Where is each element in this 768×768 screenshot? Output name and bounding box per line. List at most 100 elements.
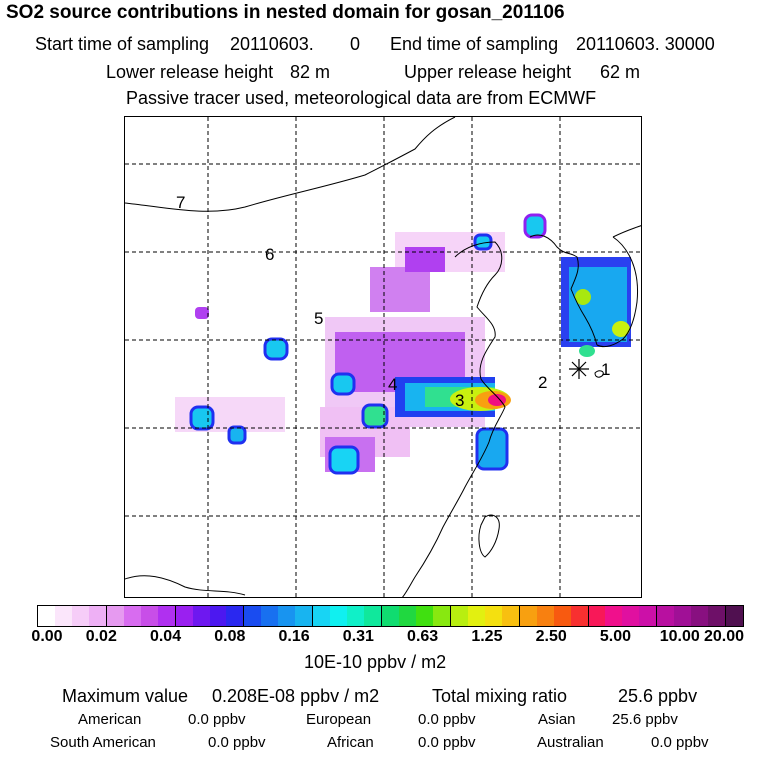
map-label-7: 7 bbox=[176, 193, 185, 212]
coast-china bbox=[402, 241, 506, 597]
colorbar-swatch bbox=[54, 606, 72, 626]
plume-peak bbox=[488, 394, 506, 406]
colorbar-swatch bbox=[519, 606, 537, 626]
colorbar-swatch bbox=[432, 606, 451, 626]
map-canvas: 1 2 3 4 5 6 7 bbox=[125, 117, 641, 597]
colorbar-tick-label: 0.04 bbox=[149, 628, 182, 645]
hotspot-west bbox=[263, 337, 289, 361]
colorbar-swatch bbox=[708, 606, 727, 626]
colorbar-swatch bbox=[364, 606, 383, 626]
colorbar-swatch bbox=[399, 606, 416, 626]
colorbar-tick-label: 0.16 bbox=[278, 628, 310, 645]
colorbar-swatch bbox=[553, 606, 571, 626]
hotspot-gosan-near bbox=[579, 345, 595, 357]
colorbar-swatch bbox=[657, 606, 675, 626]
colorbar-swatch bbox=[450, 606, 468, 626]
colorbar-swatch bbox=[244, 606, 262, 626]
colorbar-swatch bbox=[622, 606, 640, 626]
hotspot-northeast bbox=[523, 213, 547, 239]
colorbar-swatch bbox=[674, 606, 692, 626]
colorbar-swatch bbox=[691, 606, 709, 626]
lower-release-label: Lower release height bbox=[106, 62, 274, 82]
hotspot-busan bbox=[612, 321, 630, 337]
receptor-star-icon bbox=[569, 359, 589, 379]
colorbar-swatch bbox=[347, 606, 365, 626]
start-time-value: 20110603. bbox=[230, 34, 314, 54]
colorbar-swatch bbox=[209, 606, 227, 626]
map-label-2: 2 bbox=[538, 373, 547, 392]
map-label-6: 6 bbox=[265, 245, 274, 264]
south-american-value: 0.0 ppbv bbox=[208, 734, 266, 751]
colorbar-swatch bbox=[123, 606, 141, 626]
colorbar-swatch bbox=[38, 606, 55, 626]
colorbar-swatch bbox=[570, 606, 589, 626]
colorbar-tick-label: 0.63 bbox=[407, 628, 439, 645]
map-panel: 1 2 3 4 5 6 7 bbox=[124, 116, 642, 598]
colorbar-swatch bbox=[382, 606, 400, 626]
data-source-note: Passive tracer used, meteorological data… bbox=[126, 88, 597, 108]
plume-purple-ne bbox=[405, 247, 445, 272]
island-taiwan bbox=[478, 514, 500, 558]
island-jeju bbox=[594, 370, 604, 378]
hotspot-central bbox=[330, 372, 356, 396]
colorbar-swatch bbox=[501, 606, 520, 626]
colorbar-tick-label: 0.00 bbox=[31, 628, 63, 645]
colorbar-swatch bbox=[106, 606, 124, 626]
colorbar-swatch bbox=[313, 606, 331, 626]
end-time-label: End time of sampling bbox=[390, 34, 559, 54]
colorbar-tick-label: 5.00 bbox=[599, 628, 632, 645]
colorbar-swatch bbox=[295, 606, 314, 626]
colorbar-swatch bbox=[330, 606, 348, 626]
european-label: European bbox=[306, 711, 372, 728]
start-time-label: Start time of sampling bbox=[35, 34, 210, 54]
asian-value: 25.6 ppbv bbox=[612, 711, 678, 728]
colorbar-unit: 10E-10 ppbv / m2 bbox=[304, 652, 447, 672]
page-title: SO2 source contributions in nested domai… bbox=[6, 2, 565, 23]
hotspot-nw bbox=[195, 307, 209, 319]
colorbar-swatch bbox=[71, 606, 89, 626]
start-time-hour: 0 bbox=[350, 34, 361, 54]
colorbar-swatch bbox=[140, 606, 158, 626]
colorbar-swatch bbox=[588, 606, 606, 626]
hotspot-far-west-2 bbox=[227, 425, 247, 445]
colorbar-swatch bbox=[536, 606, 554, 626]
upper-release-value: 62 m bbox=[600, 62, 641, 82]
colorbar-tick-label: 1.25 bbox=[471, 628, 503, 645]
region-labels: 1 2 3 4 5 6 7 bbox=[176, 193, 610, 410]
colorbar-swatch bbox=[726, 606, 744, 626]
max-value-label: Maximum value bbox=[62, 686, 189, 706]
colorbar-swatch bbox=[226, 606, 245, 626]
map-label-5: 5 bbox=[314, 309, 323, 328]
coast-northeast bbox=[612, 225, 641, 238]
end-time-value: 20110603. 30000 bbox=[576, 34, 715, 54]
max-value: 0.208E-08 ppbv / m2 bbox=[212, 686, 380, 706]
colorbar-tick-label: 10.00 bbox=[659, 628, 700, 645]
colorbar-swatch bbox=[88, 606, 107, 626]
upper-release-label: Upper release height bbox=[404, 62, 572, 82]
colorbar-swatch bbox=[192, 606, 210, 626]
hotspot-central-south bbox=[361, 403, 389, 429]
american-value: 0.0 ppbv bbox=[188, 711, 246, 728]
colorbar-swatch bbox=[175, 606, 193, 626]
european-value: 0.0 ppbv bbox=[418, 711, 476, 728]
border-north bbox=[125, 117, 456, 212]
coast-korea-west bbox=[529, 234, 598, 346]
colorbar-swatch bbox=[157, 606, 176, 626]
map-label-1: 1 bbox=[601, 360, 610, 379]
african-value: 0.0 ppbv bbox=[418, 734, 476, 751]
plume-purple-north bbox=[370, 267, 430, 312]
colorbar-swatch bbox=[278, 606, 296, 626]
colorbar-swatch bbox=[467, 606, 485, 626]
australian-value: 0.0 ppbv bbox=[651, 734, 709, 751]
african-label: African bbox=[327, 734, 374, 751]
lower-release-value: 82 m bbox=[290, 62, 331, 82]
american-label: American bbox=[78, 711, 142, 728]
map-grid bbox=[125, 117, 641, 597]
colorbar bbox=[37, 605, 744, 627]
hotspot-seoul bbox=[575, 289, 591, 305]
asian-label: Asian bbox=[538, 711, 576, 728]
total-mixing-value: 25.6 ppbv bbox=[618, 686, 698, 706]
total-mixing-label: Total mixing ratio bbox=[432, 686, 568, 706]
australian-label: Australian bbox=[537, 734, 604, 751]
colorbar-swatch bbox=[605, 606, 623, 626]
